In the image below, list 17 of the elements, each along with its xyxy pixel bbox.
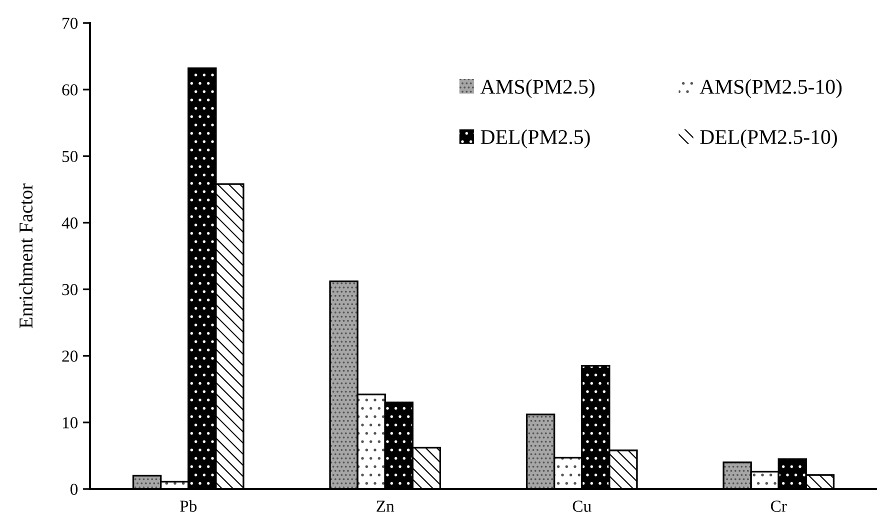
y-tick-label: 40 bbox=[62, 217, 78, 229]
legend-label: AMS(PM2.5) bbox=[480, 79, 594, 98]
y-tick-label: 0 bbox=[70, 484, 78, 495]
legend-label: DEL(PM2.5) bbox=[480, 129, 590, 148]
y-tick-label: 10 bbox=[62, 417, 78, 428]
legend-label: DEL(PM2.5-10) bbox=[700, 129, 837, 148]
y-tick-label: 60 bbox=[62, 84, 78, 96]
x-tick-label: Pb bbox=[180, 500, 197, 512]
y-tick-label: 20 bbox=[62, 350, 78, 362]
y-tick-label: 50 bbox=[62, 150, 78, 162]
x-tick-label: Cu bbox=[572, 500, 592, 512]
y-tick-label: 30 bbox=[62, 284, 78, 296]
x-tick-label: Cr bbox=[770, 500, 787, 512]
legend-label: AMS(PM2.5-10) bbox=[700, 79, 842, 98]
y-axis-title: Enrichment Factor bbox=[18, 184, 33, 328]
x-tick-label: Zn bbox=[376, 500, 394, 512]
y-tick-label: 70 bbox=[62, 18, 78, 29]
